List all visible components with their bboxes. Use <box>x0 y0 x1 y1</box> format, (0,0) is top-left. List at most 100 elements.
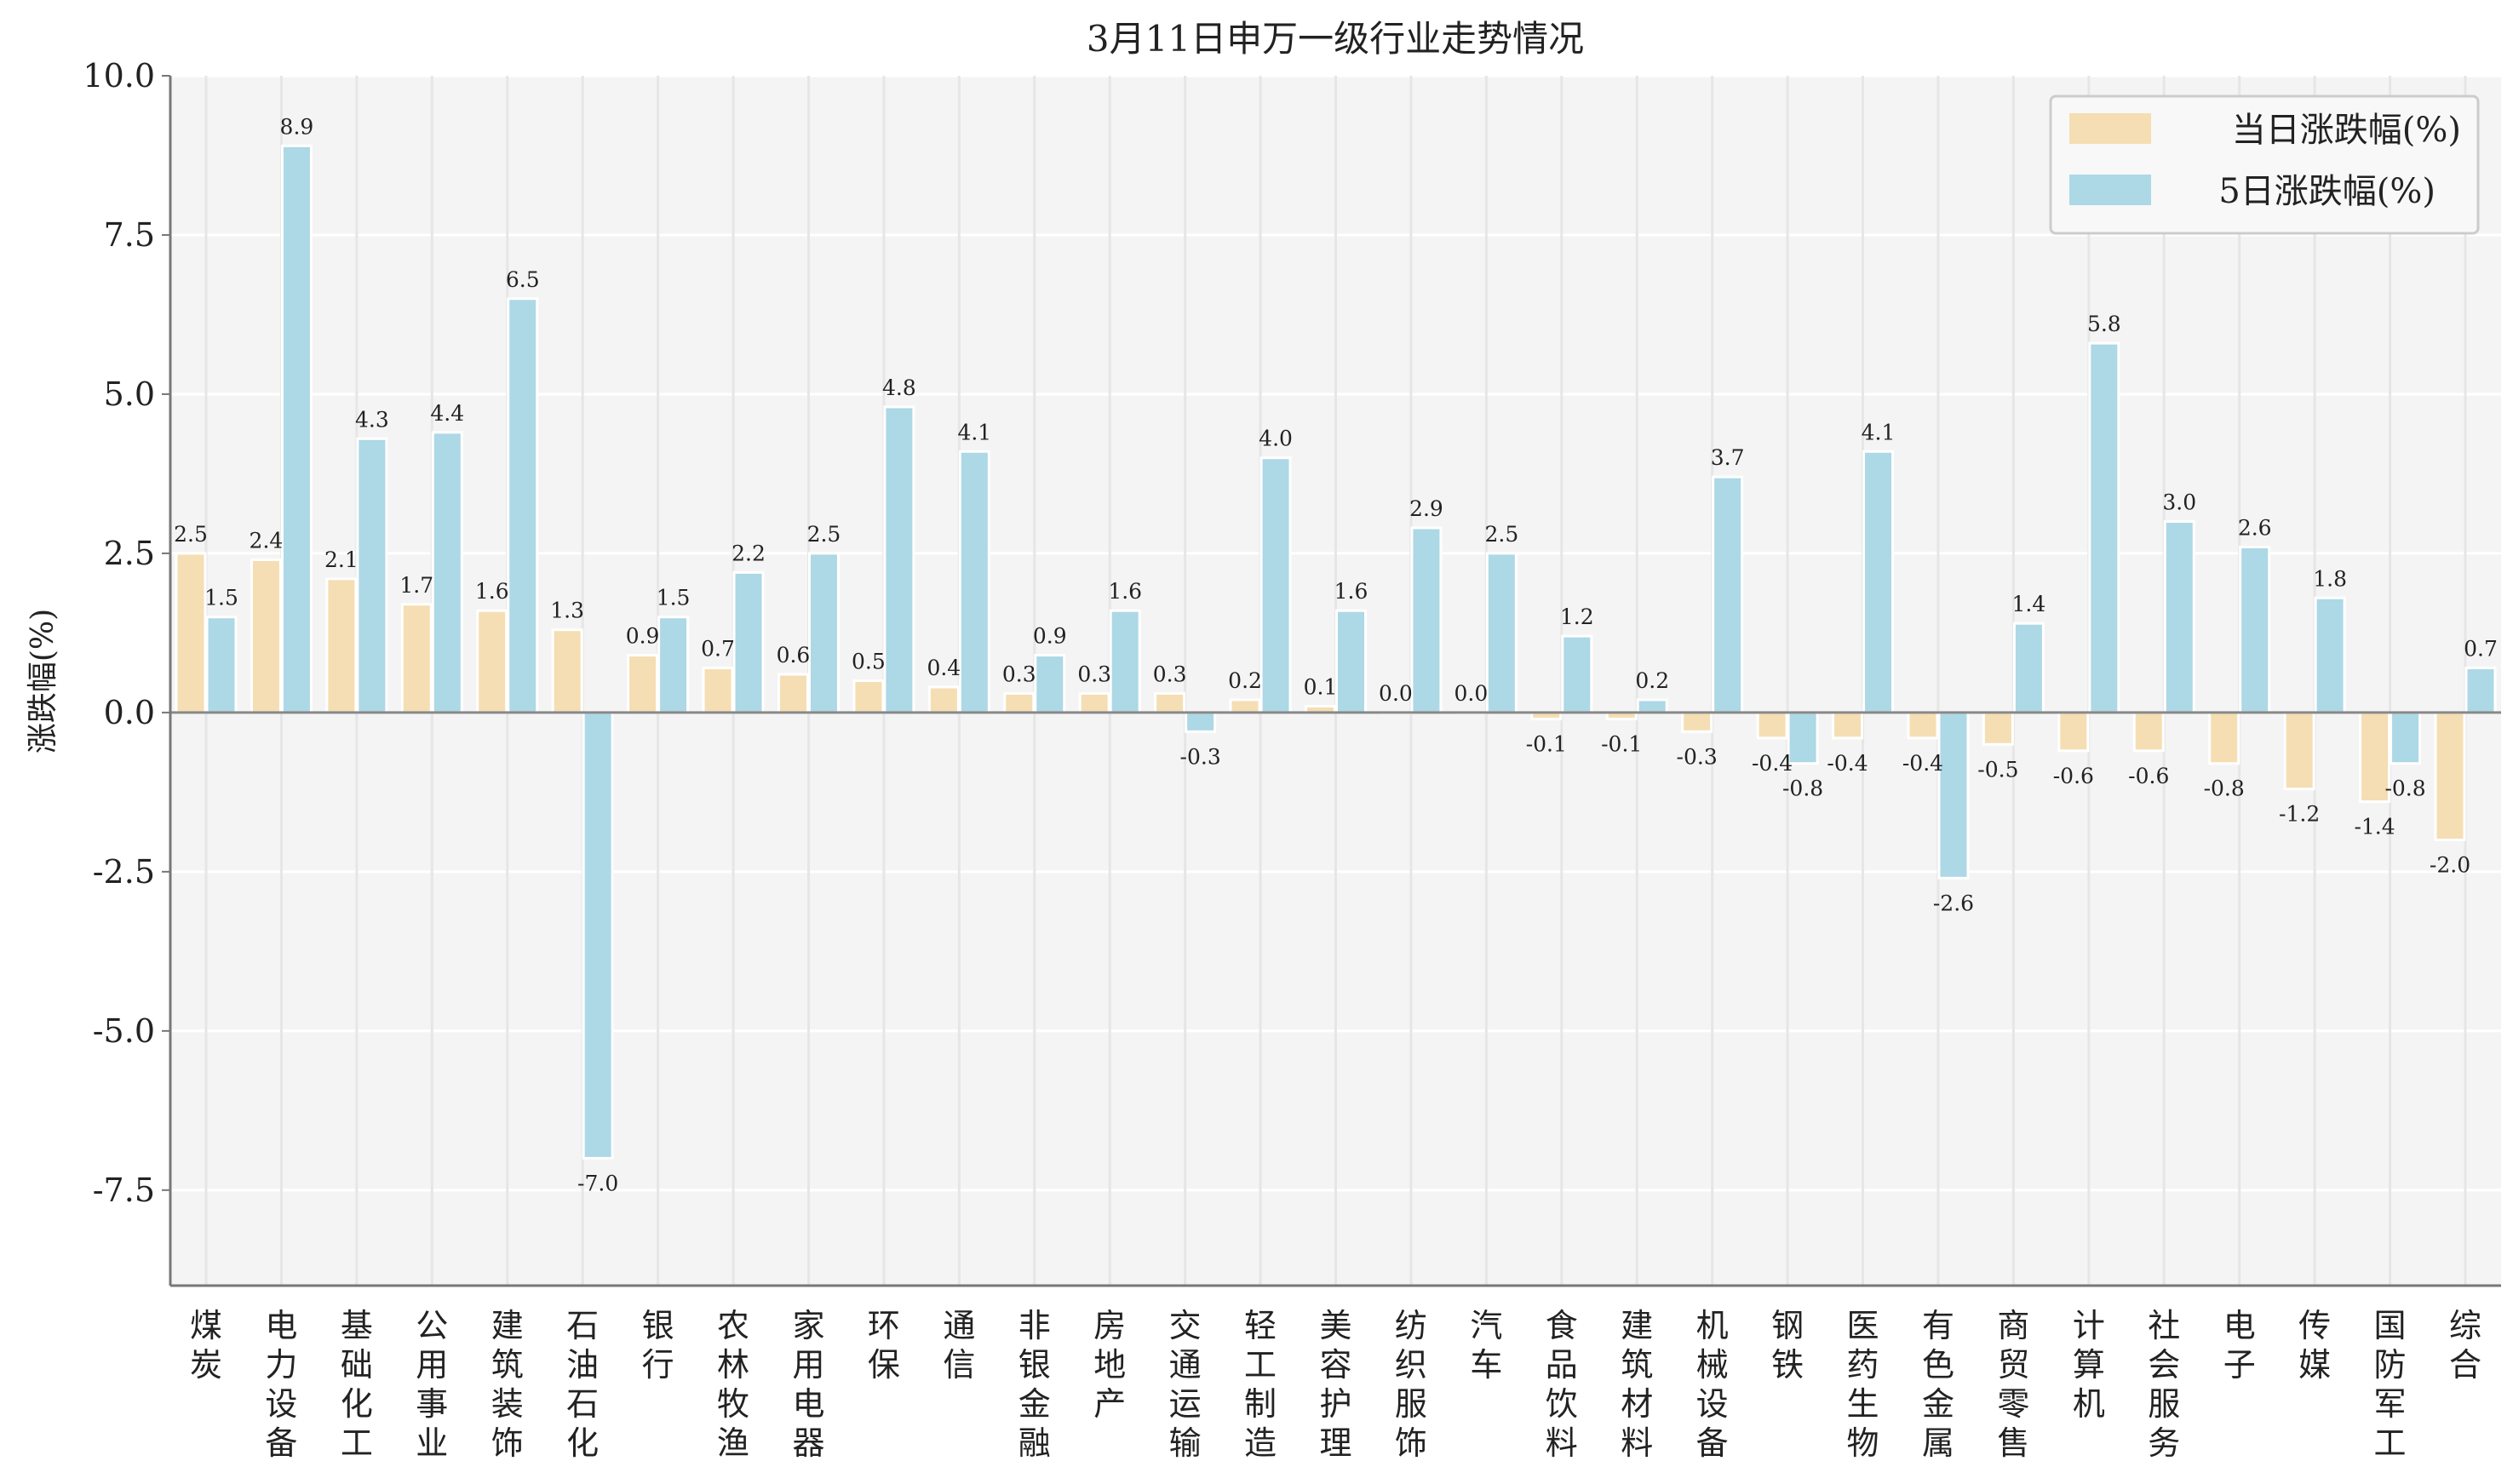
x-tick-label: 设 <box>265 1385 297 1423</box>
x-tick-labels: 煤炭电力设备基础化工公用事业建筑装饰石油石化银行农林牧渔家用电器环保通信非银金融… <box>190 1307 2481 1462</box>
data-label-5day: 1.6 <box>1334 579 1368 604</box>
bar-5day <box>1862 450 1895 714</box>
x-tick-label: 织 <box>1395 1346 1427 1384</box>
x-tick-label: 生 <box>1847 1385 1879 1423</box>
x-tick-label: 筑 <box>1621 1346 1653 1384</box>
bar-5day <box>1937 711 1970 880</box>
data-label-5day: 3.7 <box>1711 445 1745 470</box>
x-tick-label: 融 <box>1018 1424 1051 1462</box>
bar-5day <box>205 616 238 714</box>
bar-daily <box>1832 711 1864 740</box>
x-tick-label: 理 <box>1319 1424 1351 1462</box>
x-tick-label: 银 <box>1018 1346 1051 1384</box>
y-tick-label: 2.5 <box>104 535 155 572</box>
data-label-daily: -0.4 <box>1752 751 1793 776</box>
x-tick-label: 纺 <box>1395 1307 1427 1344</box>
x-tick-label: 属 <box>1922 1424 1954 1462</box>
bar-daily <box>325 577 358 714</box>
x-tick-label: 建 <box>1621 1307 1653 1344</box>
x-tick-label: 车 <box>1470 1346 1502 1384</box>
x-tick-label: 输 <box>1169 1424 1202 1462</box>
x-tick-label: 贸 <box>1997 1346 2029 1384</box>
data-label-5day: -0.3 <box>1180 744 1221 769</box>
bar-5day <box>1335 609 1367 714</box>
y-tick-label: -5.0 <box>93 1012 155 1050</box>
data-label-5day: 0.9 <box>1033 624 1067 649</box>
x-tick-label: 运 <box>1169 1385 1202 1423</box>
data-label-5day: 0.2 <box>1635 668 1669 693</box>
bar-daily <box>250 558 282 714</box>
data-label-5day: -0.8 <box>2384 776 2425 801</box>
data-label-daily: 0.3 <box>1077 662 1111 686</box>
bar-5day <box>2314 596 2346 714</box>
x-tick-label: 钢 <box>1771 1307 1804 1344</box>
x-tick-label: 饰 <box>1395 1424 1427 1462</box>
x-tick-label: 军 <box>2374 1385 2407 1423</box>
x-tick-label: 保 <box>868 1346 900 1384</box>
legend-label-5day: 5日涨跌幅(%) <box>2218 172 2436 211</box>
bar-daily <box>1003 691 1036 714</box>
bar-5day <box>1561 634 1593 714</box>
bar-5day <box>2239 545 2271 714</box>
bar-5day <box>2163 520 2195 714</box>
bar-5day <box>732 570 765 714</box>
x-tick-label: 机 <box>1696 1307 1729 1344</box>
bar-5day <box>582 711 614 1160</box>
x-tick-label: 渔 <box>717 1424 749 1462</box>
x-tick-label: 筑 <box>491 1346 524 1384</box>
data-label-5day: -2.6 <box>1933 891 1974 915</box>
x-tick-label: 饰 <box>491 1424 524 1462</box>
bar-daily <box>175 552 207 714</box>
data-label-daily: -2.0 <box>2430 852 2470 877</box>
x-tick-label: 电 <box>265 1307 297 1344</box>
data-label-daily: 0.6 <box>777 643 811 668</box>
x-tick-label: 牧 <box>717 1385 749 1423</box>
x-tick-label: 品 <box>1546 1346 1578 1384</box>
data-label-5day: 4.3 <box>355 407 389 432</box>
bar-daily <box>2057 711 2090 753</box>
x-tick-label: 汽 <box>1470 1307 1502 1344</box>
data-label-daily: -0.4 <box>1902 751 1943 776</box>
data-label-5day: 2.5 <box>1484 522 1518 547</box>
bar-5day <box>1109 609 1141 714</box>
y-tick-label: 0.0 <box>104 694 155 731</box>
data-label-daily: -1.2 <box>2279 802 2320 827</box>
bar-5day <box>883 405 915 714</box>
x-tick-label: 饮 <box>1546 1385 1578 1423</box>
x-tick-label: 社 <box>2148 1307 2180 1344</box>
x-tick-label: 信 <box>943 1346 975 1384</box>
data-label-daily: -0.3 <box>1677 744 1718 769</box>
data-label-daily: 2.4 <box>250 528 284 553</box>
data-label-daily: 0.1 <box>1304 674 1338 699</box>
x-tick-label: 农 <box>717 1307 749 1344</box>
bar-5day <box>2012 622 2045 714</box>
bar-daily <box>1681 711 1713 733</box>
x-tick-label: 医 <box>1847 1307 1879 1344</box>
bar-daily <box>627 654 659 714</box>
data-label-daily: 0.0 <box>1379 681 1413 706</box>
bar-5day <box>1485 552 1518 714</box>
data-label-daily: 1.3 <box>550 599 584 623</box>
bar-5day <box>1259 456 1292 714</box>
legend-swatch-daily <box>2069 113 2151 144</box>
data-label-5day: 1.6 <box>1108 579 1142 604</box>
x-tick-label: 房 <box>1093 1307 1126 1344</box>
data-label-5day: 1.4 <box>2012 592 2046 616</box>
data-label-daily: -0.8 <box>2204 776 2245 801</box>
data-label-daily: -0.1 <box>1526 731 1567 756</box>
x-tick-label: 器 <box>792 1424 824 1462</box>
bar-5day <box>2390 711 2422 765</box>
x-tick-label: 国 <box>2374 1307 2407 1344</box>
x-tick-label: 商 <box>1997 1307 2029 1344</box>
x-tick-label: 计 <box>2073 1307 2105 1344</box>
y-tick-label: -2.5 <box>93 853 155 891</box>
x-tick-label: 基 <box>341 1307 373 1344</box>
x-tick-label: 械 <box>1696 1346 1729 1384</box>
x-tick-label: 机 <box>2073 1385 2105 1423</box>
x-tick-label: 通 <box>943 1307 975 1344</box>
bar-5day <box>507 297 539 714</box>
x-tick-label: 有 <box>1922 1307 1954 1344</box>
bar-5day <box>431 431 463 714</box>
data-label-5day: 3.0 <box>2162 490 2196 515</box>
data-label-5day: 5.8 <box>2087 312 2121 336</box>
